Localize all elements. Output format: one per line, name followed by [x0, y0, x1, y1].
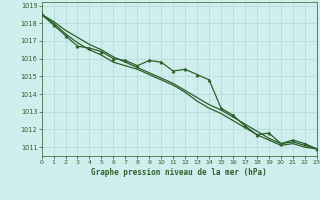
X-axis label: Graphe pression niveau de la mer (hPa): Graphe pression niveau de la mer (hPa) — [91, 168, 267, 177]
